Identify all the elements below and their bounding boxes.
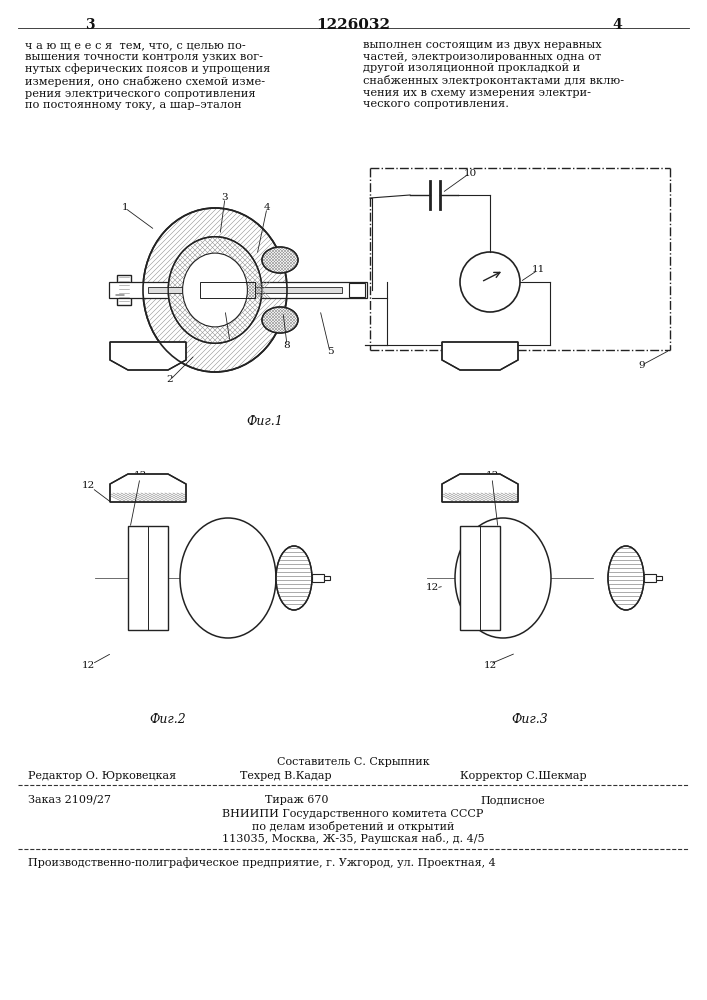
Text: 11: 11 (532, 265, 544, 274)
Text: ч а ю щ е е с я  тем, что, с целью по-
вышения точности контроля узких вог-
нуты: ч а ю щ е е с я тем, что, с целью по- вы… (25, 40, 270, 110)
Text: 3: 3 (85, 18, 95, 32)
Ellipse shape (455, 518, 551, 638)
Text: выполнен состоящим из двух неравных
частей, электроизолированных одна от
другой : выполнен состоящим из двух неравных част… (363, 40, 624, 109)
Bar (644, 574, 656, 582)
Ellipse shape (608, 546, 644, 610)
Text: 13: 13 (486, 472, 498, 481)
Bar (200, 282, 255, 298)
Text: Фиг.1: Фиг.1 (247, 415, 284, 428)
Polygon shape (110, 342, 186, 370)
Polygon shape (442, 342, 518, 370)
Bar (349, 283, 365, 297)
Text: 10: 10 (463, 168, 477, 178)
Circle shape (460, 252, 520, 312)
Polygon shape (110, 474, 186, 502)
Bar (148, 287, 342, 293)
Text: Производственно-полиграфическое предприятие, г. Ужгород, ул. Проектная, 4: Производственно-полиграфическое предприя… (28, 857, 496, 868)
Text: Редактор О. Юрковецкая: Редактор О. Юрковецкая (28, 771, 176, 781)
Text: 8: 8 (284, 340, 291, 350)
Text: 6: 6 (110, 290, 117, 300)
Text: по делам изобретений и открытий: по делам изобретений и открытий (252, 821, 454, 832)
Text: 1: 1 (122, 204, 128, 213)
Ellipse shape (182, 253, 247, 327)
Text: Заказ 2109/27: Заказ 2109/27 (28, 795, 111, 805)
Bar (312, 574, 324, 582)
Text: 5: 5 (327, 348, 333, 357)
Bar (324, 576, 330, 580)
Text: 9: 9 (638, 360, 645, 369)
Text: 12: 12 (426, 584, 438, 592)
Text: Фиг.3: Фиг.3 (512, 713, 549, 726)
Text: 12: 12 (484, 662, 496, 670)
Bar (656, 576, 662, 580)
Text: ВНИИПИ Государственного комитета СССР: ВНИИПИ Государственного комитета СССР (222, 809, 484, 819)
Text: 12: 12 (81, 482, 95, 490)
Text: 3: 3 (222, 194, 228, 202)
Bar (460, 526, 500, 630)
Text: Подписное: Подписное (480, 795, 545, 805)
Bar (109, 282, 367, 298)
Ellipse shape (262, 307, 298, 333)
Text: Техред В.Кадар: Техред В.Кадар (240, 771, 332, 781)
Text: 4: 4 (612, 18, 622, 32)
Text: 1226032: 1226032 (316, 18, 390, 32)
Text: Фиг.2: Фиг.2 (150, 713, 187, 726)
Text: 4: 4 (264, 204, 270, 213)
Ellipse shape (276, 546, 312, 610)
Bar (200, 282, 255, 298)
Ellipse shape (168, 237, 262, 343)
Ellipse shape (262, 247, 298, 273)
Text: 12: 12 (81, 662, 95, 670)
Bar (128, 526, 168, 630)
Text: 113035, Москва, Ж-35, Раушская наб., д. 4/5: 113035, Москва, Ж-35, Раушская наб., д. … (222, 833, 484, 844)
Text: Составитель С. Скрыпник: Составитель С. Скрыпник (276, 757, 429, 767)
Ellipse shape (180, 518, 276, 638)
Text: 7: 7 (227, 338, 233, 347)
Text: Тираж 670: Тираж 670 (265, 795, 329, 805)
Text: 13: 13 (134, 472, 146, 481)
Polygon shape (442, 474, 518, 502)
Bar (117, 275, 131, 305)
Text: 2: 2 (167, 375, 173, 384)
Text: Корректор С.Шекмар: Корректор С.Шекмар (460, 771, 587, 781)
Bar (200, 282, 255, 298)
Ellipse shape (143, 208, 287, 372)
